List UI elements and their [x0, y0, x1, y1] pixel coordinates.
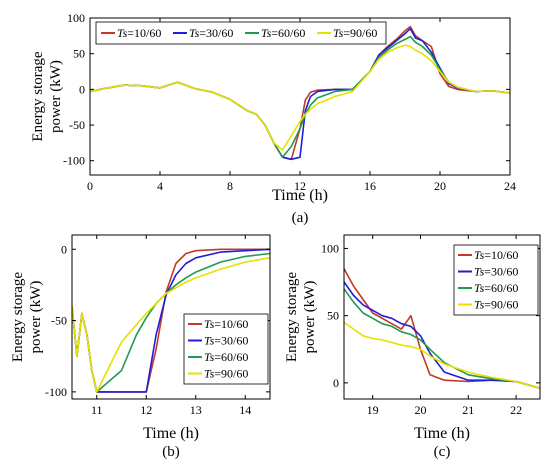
- y-tick-label: -50: [51, 314, 67, 328]
- legend-label: Ts=10/60: [117, 26, 161, 40]
- x-tick-label: 14: [239, 403, 251, 417]
- panel-caption: (a): [292, 210, 309, 226]
- y-axis-label: Energy storage: [284, 272, 300, 362]
- x-tick-label: 0: [87, 179, 93, 193]
- panel-b: 11 12 13 14 -100 -50 0 Time (h) Energy storage po…: [10, 234, 271, 460]
- series-line-ts-90-60: [72, 257, 270, 393]
- legend-box: [95, 21, 387, 45]
- panel-c: 19 20 21 22 0 50 100 Time (h) Energy storage powe…: [284, 234, 541, 460]
- x-tick-label: 21: [462, 403, 474, 417]
- legend-label: Ts=90/60: [333, 26, 377, 40]
- legend-label: Ts=90/60: [204, 367, 248, 381]
- x-axis-label: Time (h): [414, 425, 470, 442]
- legend-label: Ts=90/60: [474, 298, 518, 312]
- legend-label: Ts=10/60: [204, 317, 248, 331]
- series-line-ts-90-60: [344, 321, 540, 389]
- x-tick-label: 8: [227, 179, 233, 193]
- series-line-ts-90-60: [90, 44, 510, 151]
- plot-area: [90, 25, 510, 161]
- x-axis-label: Time (h): [272, 187, 328, 204]
- y-axis-label: power (kW): [28, 281, 44, 354]
- x-tick-label: 13: [190, 403, 202, 417]
- panel-caption: (b): [162, 444, 180, 460]
- y-tick-label: 0: [61, 242, 67, 256]
- y-tick-label: -100: [63, 154, 85, 168]
- x-tick-label: 11: [91, 403, 103, 417]
- legend-label: Ts=10/60: [474, 248, 518, 262]
- plot-area: [344, 268, 540, 389]
- legend-box: [183, 313, 269, 385]
- series-line-ts-30-60: [90, 27, 510, 161]
- legend: Ts=10/60 Ts=30/60 Ts=60/60 Ts=90/60: [95, 21, 387, 45]
- legend: Ts=10/60 Ts=30/60 Ts=60/60 Ts=90/60: [453, 244, 539, 316]
- series-line-ts-60-60: [90, 35, 510, 158]
- y-axis-label: power (kW): [302, 281, 318, 354]
- y-tick-label: 0: [333, 376, 339, 390]
- y-tick-label: 50: [327, 309, 339, 323]
- x-tick-label: 24: [504, 179, 516, 193]
- y-tick-label: 0: [79, 82, 85, 96]
- series-line-ts-10-60: [90, 25, 510, 161]
- legend: Ts=10/60 Ts=30/60 Ts=60/60 Ts=90/60: [183, 313, 269, 385]
- plot-frame: [71, 234, 271, 400]
- x-tick-label: 16: [364, 179, 376, 193]
- legend-label: Ts=60/60: [204, 350, 248, 364]
- x-axis-label: Time (h): [143, 425, 199, 442]
- y-tick-label: 50: [73, 47, 85, 61]
- x-tick-label: 12: [294, 179, 306, 193]
- y-axis-label: power (kW): [48, 60, 64, 133]
- y-axis-label: Energy storage: [10, 272, 26, 362]
- plot-frame: [343, 234, 541, 400]
- x-tick-label: 12: [140, 403, 152, 417]
- y-tick-label: -100: [45, 385, 67, 399]
- x-tick-label: 20: [434, 179, 446, 193]
- x-tick-label: 19: [367, 403, 379, 417]
- series-line-ts-30-60: [344, 281, 540, 389]
- legend-box: [453, 244, 539, 316]
- y-tick-label: 100: [321, 241, 339, 255]
- legend-label: Ts=60/60: [474, 281, 518, 295]
- x-tick-label: 4: [157, 179, 163, 193]
- plot-area: [72, 248, 270, 393]
- panel-caption: (c): [434, 444, 451, 460]
- legend-label: Ts=30/60: [474, 265, 518, 279]
- y-tick-label: -50: [69, 118, 85, 132]
- legend-label: Ts=30/60: [189, 26, 233, 40]
- y-axis-label: Energy storage: [30, 51, 46, 141]
- legend-label: Ts=30/60: [204, 334, 248, 348]
- legend-label: Ts=60/60: [261, 26, 305, 40]
- panel-a: 0 4 8 12 16 20 24 -100 -50 0 50 100 Time (h) Energy s…: [30, 11, 516, 226]
- x-tick-label: 22: [510, 403, 522, 417]
- y-tick-label: 100: [67, 11, 85, 25]
- x-tick-label: 20: [414, 403, 426, 417]
- series-line-ts-60-60: [344, 288, 540, 389]
